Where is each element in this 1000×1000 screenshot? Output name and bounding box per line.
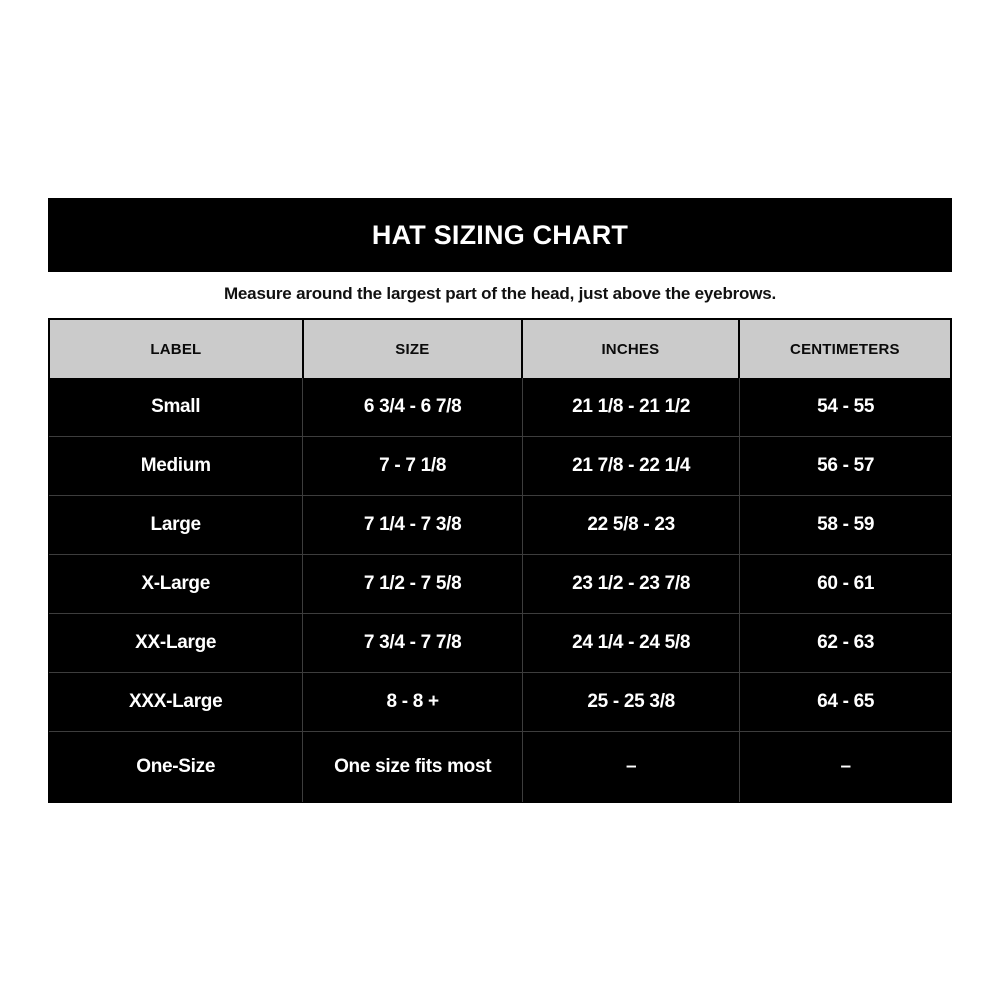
table-row: One-Size One size fits most – – bbox=[49, 731, 951, 802]
cell-inches: 25 - 25 3/8 bbox=[523, 673, 741, 731]
cell-size: 7 3/4 - 7 7/8 bbox=[303, 614, 523, 672]
table-row: X-Large 7 1/2 - 7 5/8 23 1/2 - 23 7/8 60… bbox=[49, 554, 951, 613]
table-row: Medium 7 - 7 1/8 21 7/8 - 22 1/4 56 - 57 bbox=[49, 436, 951, 495]
cell-label: XX-Large bbox=[49, 614, 304, 672]
table-row: Small 6 3/4 - 6 7/8 21 1/8 - 21 1/2 54 -… bbox=[49, 378, 951, 436]
cell-label: Large bbox=[49, 496, 304, 554]
cell-inches: 23 1/2 - 23 7/8 bbox=[523, 555, 741, 613]
cell-size: 7 1/4 - 7 3/8 bbox=[303, 496, 523, 554]
cell-size: 7 - 7 1/8 bbox=[303, 437, 523, 495]
cell-size: 6 3/4 - 6 7/8 bbox=[303, 378, 523, 436]
header-cell-size: SIZE bbox=[304, 320, 523, 378]
sizing-table: LABEL SIZE INCHES CENTIMETERS Small 6 3/… bbox=[48, 318, 952, 803]
cell-inches: 24 1/4 - 24 5/8 bbox=[523, 614, 741, 672]
cell-label: X-Large bbox=[49, 555, 304, 613]
header-cell-inches: INCHES bbox=[523, 320, 740, 378]
cell-inches: 21 7/8 - 22 1/4 bbox=[523, 437, 741, 495]
cell-centimeters: 62 - 63 bbox=[817, 632, 875, 653]
cell-inches: 21 1/8 - 21 1/2 bbox=[523, 378, 741, 436]
table-row: Large 7 1/4 - 7 3/8 22 5/8 - 23 58 - 59 bbox=[49, 495, 951, 554]
cell-size: 7 1/2 - 7 5/8 bbox=[303, 555, 523, 613]
cell-inches: 22 5/8 - 23 bbox=[523, 496, 741, 554]
cell-centimeters: 64 - 65 bbox=[817, 691, 875, 712]
page-title: HAT SIZING CHART bbox=[371, 219, 629, 250]
table-header-row: LABEL SIZE INCHES CENTIMETERS bbox=[48, 318, 952, 378]
cell-centimeters: 58 - 59 bbox=[817, 514, 875, 535]
table-body: Small 6 3/4 - 6 7/8 21 1/8 - 21 1/2 54 -… bbox=[48, 378, 952, 803]
cell-size: One size fits most bbox=[303, 732, 523, 802]
cell-label: Medium bbox=[49, 437, 304, 495]
cell-label: One-Size bbox=[49, 732, 304, 802]
cell-label: XXX-Large bbox=[49, 673, 304, 731]
table-row: XX-Large 7 3/4 - 7 7/8 24 1/4 - 24 5/8 6… bbox=[49, 613, 951, 672]
cell-label: Small bbox=[49, 378, 304, 436]
cell-size: 8 - 8 + bbox=[303, 673, 523, 731]
cell-centimeters: 54 - 55 bbox=[817, 396, 875, 417]
subtitle: Measure around the largest part of the h… bbox=[223, 284, 777, 303]
cell-centimeters: – bbox=[840, 756, 852, 777]
header-cell-label: LABEL bbox=[50, 320, 304, 378]
header-cell-centimeters: CENTIMETERS bbox=[790, 340, 900, 358]
cell-inches: – bbox=[523, 732, 741, 802]
cell-centimeters: 56 - 57 bbox=[817, 455, 875, 476]
title-bar: HAT SIZING CHART bbox=[48, 198, 952, 272]
table-row: XXX-Large 8 - 8 + 25 - 25 3/8 64 - 65 bbox=[49, 672, 951, 731]
cell-centimeters: 60 - 61 bbox=[817, 573, 875, 594]
